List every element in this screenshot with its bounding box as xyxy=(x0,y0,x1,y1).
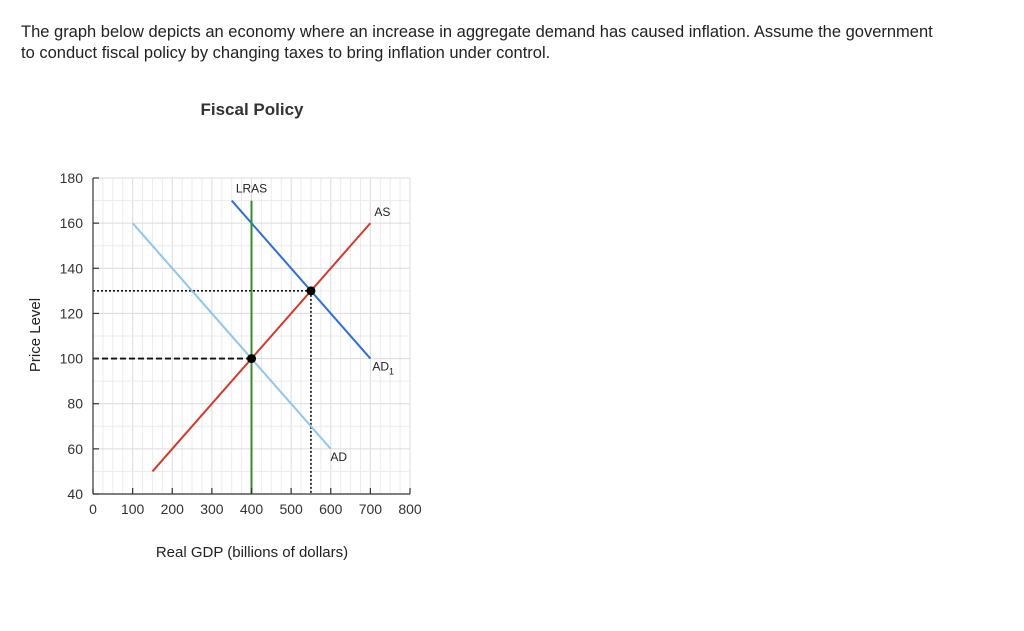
ticks: 40 60 80 100 120 140 160 180 0 100 200 300 400 500 600… xyxy=(60,170,422,517)
curve-ad1 xyxy=(230,199,372,360)
x-tick-label: 700 xyxy=(359,501,383,517)
y-tick-label: 100 xyxy=(60,351,84,367)
curve-ad xyxy=(131,222,332,450)
y-tick-label: 140 xyxy=(60,260,84,276)
y-tick-label: 80 xyxy=(67,396,83,412)
x-tick-label: 600 xyxy=(319,501,343,517)
y-tick-label: 160 xyxy=(60,215,84,231)
y-tick-label: 40 xyxy=(67,486,83,502)
x-tick-label: 400 xyxy=(240,501,264,517)
y-tick-label: 120 xyxy=(60,305,84,321)
y-axis-label: Price Level xyxy=(27,298,44,372)
y-tick-label: 60 xyxy=(67,441,83,457)
x-tick-label: 500 xyxy=(279,501,303,517)
curve-label-ad: AD xyxy=(330,450,347,464)
question-text: The graph below depicts an economy where… xyxy=(21,22,1021,64)
equilibrium-point xyxy=(306,286,316,296)
equilibrium-point xyxy=(247,354,256,364)
x-axis-label: Real GDP (billions of dollars) xyxy=(156,544,348,561)
equilibrium-points xyxy=(247,286,316,364)
chart-title: Fiscal Policy xyxy=(201,100,305,119)
question-line-1: The graph below depicts an economy where… xyxy=(21,23,933,41)
x-tick-label: 200 xyxy=(161,501,185,517)
x-tick-label: 300 xyxy=(200,501,224,517)
curve-label-as: AS xyxy=(374,205,390,219)
question-line-2: to conduct fiscal policy by changing tax… xyxy=(21,44,551,62)
x-tick-label: 0 xyxy=(89,501,97,517)
curve-as xyxy=(151,222,372,473)
curve-label-ad1: AD1 xyxy=(372,360,394,377)
y-tick-label: 180 xyxy=(60,170,84,186)
x-tick-label: 800 xyxy=(398,501,422,517)
curves xyxy=(131,199,372,494)
curve-label-lras: LRAS xyxy=(236,182,267,196)
curve-labels: AS AD AD1 LRAS xyxy=(236,182,394,464)
x-tick-label: 100 xyxy=(121,501,145,517)
